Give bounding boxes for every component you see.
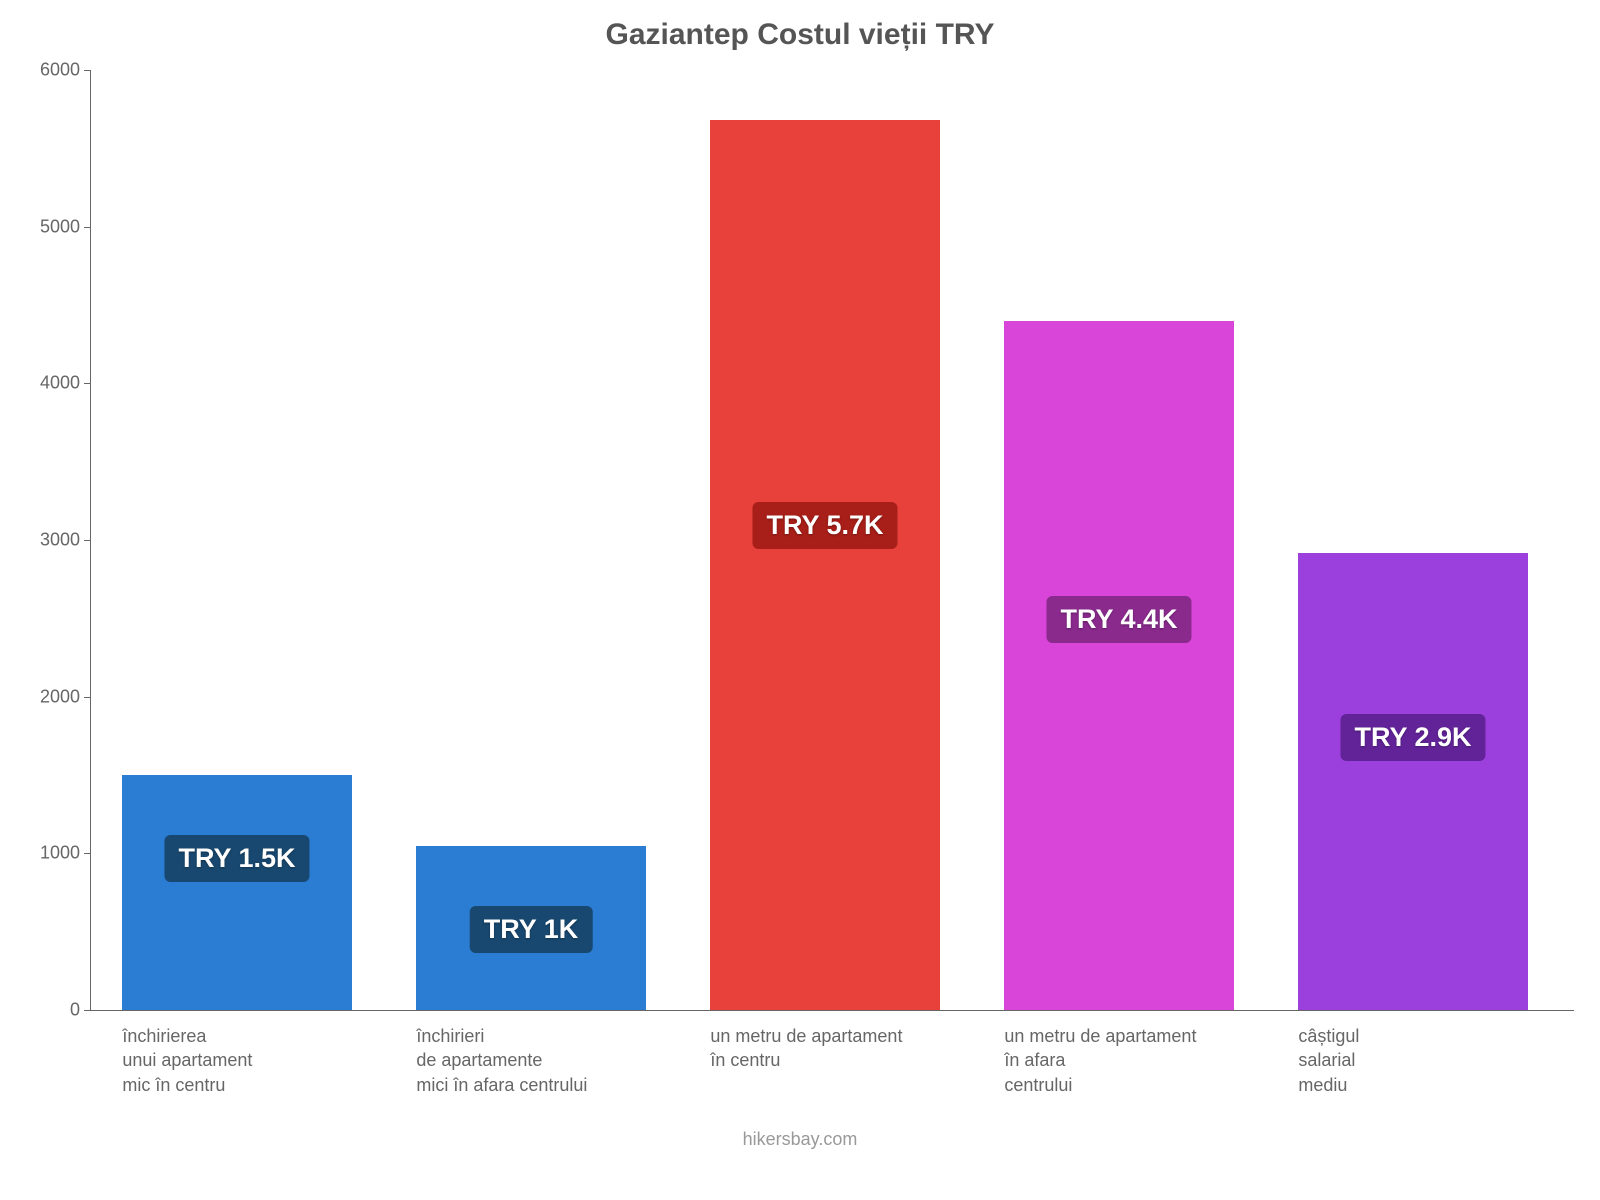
attribution-text: hikersbay.com — [0, 1129, 1600, 1150]
y-tick-label: 4000 — [40, 373, 90, 394]
x-category-label: câștigul salarial mediu — [1298, 1024, 1567, 1097]
bar-value-badge: TRY 5.7K — [752, 502, 897, 549]
bar-value-badge: TRY 4.4K — [1046, 596, 1191, 643]
x-category-label: închirieri de apartamente mici în afara … — [416, 1024, 685, 1097]
y-tick-mark — [84, 383, 90, 384]
y-tick-mark — [84, 853, 90, 854]
y-tick-mark — [84, 1010, 90, 1011]
bar-value-badge: TRY 2.9K — [1340, 714, 1485, 761]
y-axis-line — [90, 70, 91, 1010]
y-tick-mark — [84, 70, 90, 71]
y-tick-label: 5000 — [40, 216, 90, 237]
bar — [122, 775, 351, 1010]
x-category-label: închirierea unui apartament mic în centr… — [122, 1024, 391, 1097]
y-tick-mark — [84, 227, 90, 228]
bar — [1298, 553, 1527, 1010]
x-category-label: un metru de apartament în centru — [710, 1024, 979, 1073]
plot-area: 0100020003000400050006000TRY 1.5Kînchiri… — [90, 70, 1560, 1010]
y-tick-mark — [84, 697, 90, 698]
y-tick-label: 3000 — [40, 530, 90, 551]
y-tick-label: 1000 — [40, 843, 90, 864]
bar — [710, 120, 939, 1010]
bar-value-badge: TRY 1.5K — [164, 835, 309, 882]
chart-container: Gaziantep Costul vieții TRY 010002000300… — [0, 0, 1600, 1200]
y-tick-label: 6000 — [40, 60, 90, 81]
x-axis-line — [84, 1010, 1574, 1011]
x-category-label: un metru de apartament în afara centrulu… — [1004, 1024, 1273, 1097]
bar — [1004, 321, 1233, 1010]
bar-value-badge: TRY 1K — [470, 906, 593, 953]
y-tick-label: 2000 — [40, 686, 90, 707]
y-tick-mark — [84, 540, 90, 541]
chart-title: Gaziantep Costul vieții TRY — [0, 18, 1600, 52]
